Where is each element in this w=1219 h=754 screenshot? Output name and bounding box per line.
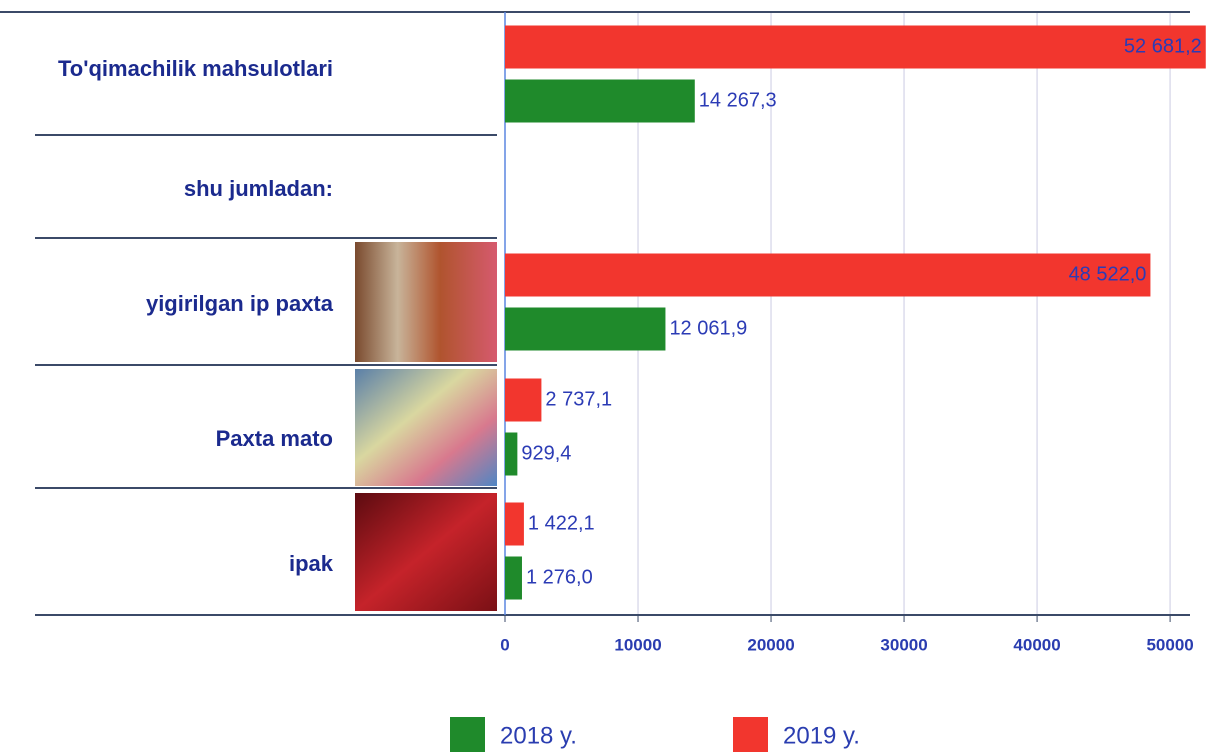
- bar: [505, 433, 517, 476]
- bar: [505, 379, 541, 422]
- x-tick-label: 40000: [1013, 635, 1060, 654]
- fabric-photo: [355, 369, 497, 486]
- thread-photo: [355, 242, 497, 362]
- category-label: yigirilgan ip paxta: [146, 291, 334, 316]
- bar: [505, 26, 1206, 69]
- x-tick-label: 50000: [1146, 635, 1193, 654]
- chart: 0 10000 20000 30000 40000 50000 To'qimachilik …: [0, 0, 1219, 754]
- value-label: 1 422,1: [528, 512, 595, 534]
- value-label: 929,4: [521, 442, 571, 464]
- silk-photo: [355, 493, 497, 611]
- bar: [505, 80, 695, 123]
- x-tick-label: 30000: [880, 635, 927, 654]
- legend-label: 2019 y.: [783, 722, 860, 749]
- bar: [505, 254, 1150, 297]
- category-label: To'qimachilik mahsulotlari: [58, 56, 333, 81]
- value-label: 48 522,0: [1069, 263, 1147, 285]
- bar: [505, 308, 665, 351]
- value-label: 52 681,2: [1124, 35, 1202, 57]
- value-label: 14 267,3: [699, 89, 777, 111]
- x-tick-label: 0: [500, 635, 509, 654]
- x-tick-label: 10000: [614, 635, 661, 654]
- value-label: 1 276,0: [526, 566, 593, 588]
- page: 0 10000 20000 30000 40000 50000 To'qimachilik …: [0, 0, 1219, 754]
- category-label: shu jumladan:: [184, 176, 333, 201]
- category-label: ipak: [289, 551, 334, 576]
- bar: [505, 557, 522, 600]
- value-label: 12 061,9: [669, 317, 747, 339]
- category-label: Paxta mato: [216, 426, 333, 451]
- bar: [505, 503, 524, 546]
- legend-swatch: [450, 717, 485, 752]
- x-tick-label: 20000: [747, 635, 794, 654]
- value-label: 2 737,1: [545, 388, 612, 410]
- legend-swatch: [733, 717, 768, 752]
- legend-label: 2018 y.: [500, 722, 577, 749]
